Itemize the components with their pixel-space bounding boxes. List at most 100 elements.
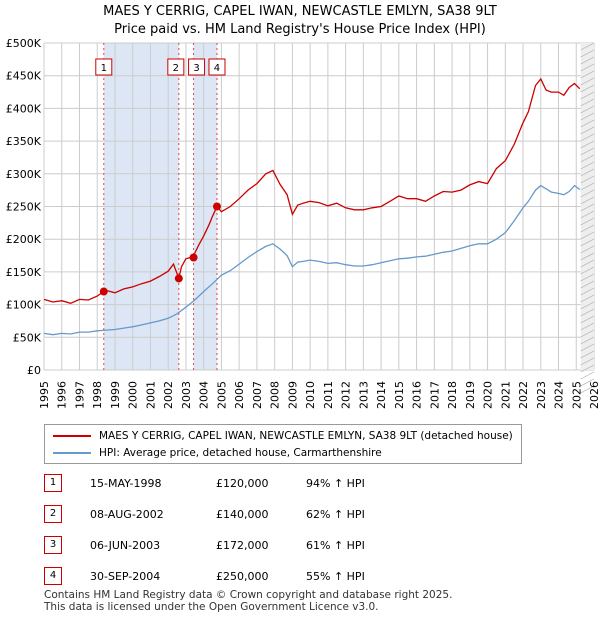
hatch-line [580,217,595,226]
x-tick-label: 2000 [127,381,140,409]
sale-date: 08-AUG-2002 [90,508,164,521]
legend-item-hpi: HPI: Average price, detached house, Carm… [53,445,382,461]
sale-price: £120,000 [216,477,269,490]
footer-attribution: Contains HM Land Registry data © Crown c… [44,589,452,613]
y-tick-label: £150K [6,266,42,279]
x-tick-label: 2021 [499,381,512,409]
hatch-line [580,98,595,107]
hatch-line [580,70,595,79]
sale-date: 15-MAY-1998 [90,477,162,490]
hatch-line [580,287,595,296]
hatch-line [580,378,595,387]
hatch-line [580,147,595,156]
x-tick-label: 2003 [180,381,193,409]
transaction-label-box [208,58,226,76]
legend-swatch-hpi [53,452,91,454]
hatch-line [580,343,595,352]
x-tick-label: 2019 [464,381,477,409]
transaction-label: 3 [193,63,199,74]
future-region [580,43,594,370]
y-tick-label: £350K [6,135,42,148]
x-tick-label: 2004 [198,381,211,409]
transaction-label-box [167,58,185,76]
hatch-line [580,189,595,198]
hatch-line [580,224,595,233]
sale-hpi-change: 61% ↑ HPI [306,539,365,552]
hatch-line [580,245,595,254]
hatch-line [580,322,595,331]
transaction-label: 4 [214,63,220,74]
hatch-line [580,126,595,135]
x-tick-label: 2012 [340,381,353,409]
x-tick-label: 2013 [357,381,370,409]
y-tick-label: £300K [6,168,42,181]
hatch-line [580,203,595,212]
sale-hpi-change: 94% ↑ HPI [306,477,365,490]
hatch-line [580,385,595,394]
x-tick-label: 2020 [482,381,495,409]
hatch-line [580,91,595,100]
hatch-line [580,294,595,303]
hatch-line [580,84,595,93]
x-tick-label: 2026 [588,381,600,409]
sale-number: 1 [44,474,62,492]
x-tick-label: 2023 [535,381,548,409]
x-tick-label: 2022 [517,381,530,409]
sale-hpi-change: 62% ↑ HPI [306,508,365,521]
transaction-label: 1 [101,63,107,74]
hatch-line [580,371,595,380]
y-tick-label: £500K [6,37,42,50]
chart-title: MAES Y CERRIG, CAPEL IWAN, NEWCASTLE EML… [0,3,600,39]
hatch-line [580,182,595,191]
transaction-label: 2 [173,63,179,74]
series-line-hpi [43,184,581,336]
hatch-line [580,329,595,338]
transaction-label-box [95,58,113,76]
y-tick-label: £100K [6,299,42,312]
x-tick-label: 2009 [286,381,299,409]
title-line-2: Price paid vs. HM Land Registry's House … [114,22,486,37]
hatch-line [580,273,595,282]
legend-swatch-property [53,435,91,437]
footer-line-1: Contains HM Land Registry data © Crown c… [44,589,453,601]
hatch-line [580,308,595,317]
sale-row: 2 08-AUG-2002 £140,000 62% ↑ HPI [44,505,564,523]
sale-price: £140,000 [216,508,269,521]
x-tick-label: 2011 [322,381,335,409]
transaction-point [212,202,221,211]
transaction-point [189,253,198,262]
sale-number: 4 [44,567,62,585]
sale-number: 2 [44,505,62,523]
y-tick-label: £250K [6,201,42,214]
x-tick-label: 2018 [446,381,459,409]
hatch-line [580,112,595,121]
x-tick-label: 2007 [251,381,264,409]
y-tick-label: £50K [13,331,42,344]
hatch-line [580,133,595,142]
x-tick-label: 1997 [73,381,86,409]
y-tick-label: £200K [6,233,42,246]
x-tick-label: 2002 [162,381,175,409]
y-tick-label: £450K [6,70,42,83]
hatch-line [580,154,595,163]
hatch-line [580,259,595,268]
sale-row: 1 15-MAY-1998 £120,000 94% ↑ HPI [44,474,564,492]
x-tick-label: 2008 [269,381,282,409]
x-tick-label: 2006 [233,381,246,409]
y-tick-label: £400K [6,102,42,115]
hatch-line [580,336,595,345]
hatch-line [580,63,595,72]
hatch-line [580,56,595,65]
hatch-line [580,42,595,51]
x-tick-label: 2024 [553,381,566,409]
hatch-line [580,350,595,359]
hatch-line [580,266,595,275]
legend-item-property: MAES Y CERRIG, CAPEL IWAN, NEWCASTLE EML… [53,428,513,444]
x-tick-label: 2017 [428,381,441,409]
hatch-line [580,196,595,205]
transaction-point [99,287,108,296]
hatch-line [580,357,595,366]
transaction-label-box [188,58,206,76]
hatch-line [580,231,595,240]
sale-price: £250,000 [216,570,269,583]
